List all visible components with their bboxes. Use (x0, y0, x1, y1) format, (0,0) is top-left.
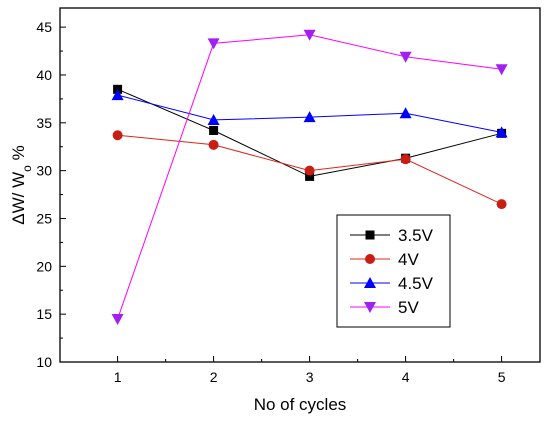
series-4v (112, 130, 507, 210)
y-tick-label: 25 (36, 210, 52, 226)
y-tick-label: 10 (36, 354, 52, 370)
legend-marker-4-5v (364, 277, 376, 288)
legend-item-3-5v: 3.5V (350, 226, 434, 245)
legend-label-4v: 4V (398, 250, 419, 269)
y-tick-label: 30 (36, 163, 52, 179)
data-point-4v (400, 154, 411, 165)
plot-area (59, 7, 541, 363)
x-tick-label: 3 (306, 369, 314, 385)
x-tick-label: 5 (498, 369, 506, 385)
legend: 3.5V 4V 4.5V 5V (336, 214, 451, 328)
legend-item-4v: 4V (350, 250, 419, 269)
data-point-4-5v (207, 113, 220, 125)
legend-box (336, 214, 451, 328)
data-point-4-5v (111, 89, 124, 101)
y-tick-label: 20 (36, 258, 52, 274)
legend-marker-3-5v (365, 230, 375, 240)
data-point-5v (399, 51, 412, 63)
data-point-4v (208, 139, 219, 150)
data-point-4v (304, 165, 315, 176)
x-tick-label: 1 (114, 369, 122, 385)
series-4-5v (111, 89, 508, 138)
y-axis-label-suffix: % (9, 145, 28, 165)
y-tick-label: 15 (36, 306, 52, 322)
data-point-3-5v (305, 171, 315, 181)
y-tick-label: 35 (36, 115, 52, 131)
data-point-5v (495, 64, 508, 76)
y-axis-label-sub: o (20, 165, 34, 172)
legend-item-5v: 5V (350, 298, 419, 317)
data-point-4-5v (303, 111, 316, 123)
y-axis-label: ΔW/ Wo % (9, 145, 34, 224)
data-point-5v (111, 313, 124, 325)
data-point-4-5v (495, 126, 508, 138)
data-point-4v (496, 199, 507, 210)
y-tick-label: 40 (36, 67, 52, 83)
data-point-5v (207, 38, 220, 50)
y-axis-label-main: ΔW/ W (9, 172, 28, 225)
data-point-5v (303, 29, 316, 41)
x-axis-label: No of cycles (254, 395, 347, 414)
x-tick-label: 4 (402, 369, 410, 385)
y-tick-label: 45 (36, 19, 52, 35)
legend-marker-5v (364, 302, 376, 313)
series-5v (111, 29, 508, 325)
data-point-4-5v (399, 107, 412, 119)
legend-marker-4v (365, 254, 375, 264)
data-point-3-5v (209, 125, 219, 135)
legend-item-4-5v: 4.5V (350, 274, 434, 293)
data-point-4v (112, 130, 123, 141)
legend-label-5v: 5V (398, 298, 419, 317)
legend-label-3-5v: 3.5V (398, 226, 434, 245)
legend-label-4-5v: 4.5V (398, 274, 434, 293)
x-tick-label: 2 (210, 369, 218, 385)
